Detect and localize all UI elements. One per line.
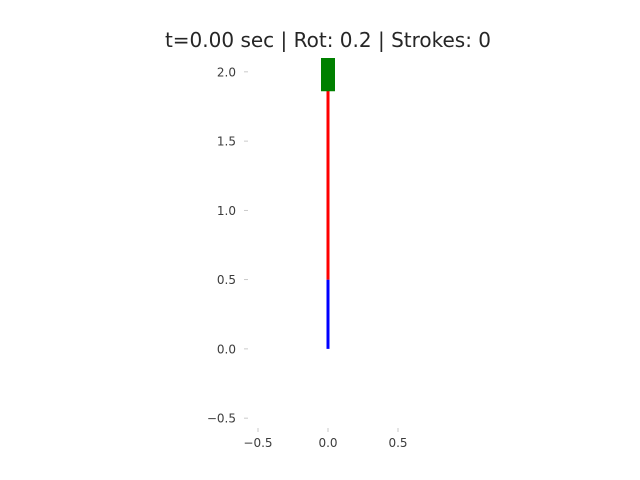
x-tick-label: 0.5 — [388, 436, 407, 450]
y-tick-label: 1.5 — [217, 135, 236, 149]
title-separator-2: | — [371, 28, 392, 52]
y-tick-label: 1.0 — [217, 204, 236, 218]
x-tick-label: 0.0 — [318, 436, 337, 450]
y-tick-label: 2.0 — [217, 65, 236, 79]
y-axis: −0.5 0.0 0.5 1.0 1.5 2.0 — [207, 65, 248, 426]
marker-square — [321, 58, 335, 92]
title-rotation: Rot: 0.2 — [293, 28, 372, 52]
chart-title: t=0.00 sec | Rot: 0.2 | Strokes: 0 — [0, 28, 640, 52]
y-tick-label: 0.5 — [217, 273, 236, 287]
title-strokes: Strokes: 0 — [391, 28, 492, 52]
title-time: t=0.00 sec — [164, 28, 275, 52]
x-axis: −0.5 0.0 0.5 — [243, 428, 408, 450]
title-separator-1: | — [274, 28, 294, 52]
marker-layer — [321, 58, 335, 92]
y-tick-label: −0.5 — [207, 412, 236, 426]
x-tick-label: −0.5 — [243, 436, 272, 450]
y-tick-label: 0.0 — [217, 342, 236, 356]
